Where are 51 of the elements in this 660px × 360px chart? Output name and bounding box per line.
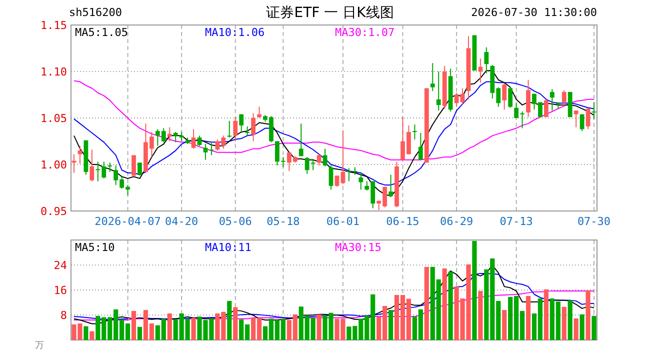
text: MA30:1.07 — [335, 26, 395, 39]
text: MA10:1.06 — [205, 26, 265, 39]
x-tick-label: 07-13 — [500, 215, 533, 228]
text: 2026-07-30 11:30:00 — [471, 6, 597, 19]
x-tick-label: 05-06 — [218, 215, 252, 228]
bar — [191, 318, 196, 340]
text: sh516200 — [69, 6, 122, 19]
x-tick-label: 07-30 — [577, 215, 611, 228]
bar — [580, 314, 584, 340]
bar — [227, 300, 232, 340]
bar — [442, 268, 447, 340]
y-tick-label: 1.05 — [40, 112, 67, 125]
bar — [478, 290, 483, 340]
y-tick-label: 1.15 — [40, 19, 67, 32]
bar — [137, 326, 142, 340]
bar — [574, 318, 578, 340]
y-tick-label: 16 — [54, 284, 67, 297]
bar — [316, 314, 322, 340]
bar — [388, 310, 394, 340]
bar — [568, 300, 572, 340]
bar — [84, 326, 88, 340]
bar — [167, 313, 172, 340]
bar — [526, 296, 531, 340]
y-tick-label: 1.10 — [40, 66, 67, 78]
bar — [586, 290, 590, 340]
y-tick-label: 8 — [60, 309, 67, 322]
bar — [424, 266, 429, 340]
y-tick-label: 24 — [54, 259, 68, 272]
bar — [90, 331, 94, 340]
bar — [233, 307, 238, 340]
text: MA5:1.05 — [75, 26, 128, 39]
bar — [592, 316, 596, 340]
text: MA30:15 — [335, 241, 382, 254]
x-tick-label: 05-18 — [266, 215, 300, 228]
x-tick-label: 2026-04-07 — [94, 215, 161, 228]
x-tick-label: 04-20 — [165, 215, 198, 228]
y-axis-title: 万 — [35, 341, 44, 351]
y-tick-label: 0.95 — [40, 205, 67, 218]
y-tick-label: 1.00 — [40, 158, 67, 172]
text: MA5:10 — [75, 241, 115, 254]
bar — [562, 306, 566, 340]
bar — [544, 289, 548, 340]
bar — [131, 310, 136, 340]
x-tick-label: 06-01 — [326, 215, 360, 228]
x-tick-label: 06-29 — [440, 215, 474, 228]
bar — [472, 240, 477, 340]
x-tick-label: 06-15 — [386, 215, 420, 228]
bar — [448, 272, 453, 340]
text: MA10:11 — [205, 241, 252, 254]
bar — [502, 310, 507, 340]
chart-title: 证券ETF 一 日K线图 — [266, 5, 394, 21]
